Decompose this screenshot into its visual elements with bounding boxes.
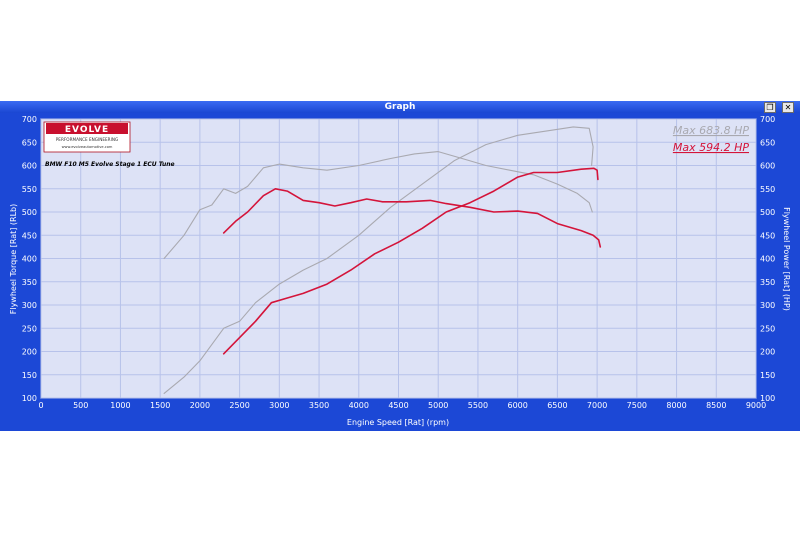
series-layer <box>163 126 602 394</box>
x-tick-label: 6000 <box>507 401 527 410</box>
stock-torque-line <box>163 151 593 260</box>
tuned-power-line <box>222 167 599 355</box>
y-tick-label-right: 450 <box>760 231 775 240</box>
x-tick-label: 5000 <box>428 401 448 410</box>
chart-subtitle: BMW F10 M5 Evolve Stage 1 ECU Tune <box>45 161 175 168</box>
x-tick-label: 4000 <box>349 401 369 410</box>
grid <box>40 118 757 399</box>
x-tick-label: 7500 <box>627 401 647 410</box>
max-stock-hp-label: Max 683.8 HP <box>673 124 749 137</box>
y-tick-label-left: 500 <box>22 208 37 217</box>
x-tick-label: 3500 <box>309 401 329 410</box>
window-title: Graph <box>384 102 416 112</box>
y-axis-right-label: Flywheel Power [Rat] (HP) <box>782 207 791 311</box>
restore-button[interactable]: ❐ <box>764 102 776 113</box>
x-tick-label: 500 <box>73 401 88 410</box>
window-titlebar[interactable]: Graph ❐ ✕ <box>0 101 800 113</box>
y-tick-label-right: 600 <box>760 162 775 171</box>
x-tick-label: 5500 <box>468 401 488 410</box>
x-axis-label: Engine Speed [Rat] (rpm) <box>347 418 449 427</box>
y-tick-label-right: 700 <box>760 115 775 124</box>
y-tick-label-right: 650 <box>760 138 775 147</box>
x-tick-label: 8500 <box>706 401 726 410</box>
close-button[interactable]: ✕ <box>782 102 794 113</box>
y-tick-label-left: 300 <box>22 301 37 310</box>
tick-labels: 0 500 1000 1500 2000 2500 3000 3500 4000 4500 5000… <box>22 115 776 410</box>
x-tick-label: 7000 <box>587 401 607 410</box>
y-tick-label-right: 250 <box>760 324 775 333</box>
x-tick-label: 4500 <box>388 401 408 410</box>
y-tick-label-right: 350 <box>760 278 775 287</box>
y-tick-label-right: 200 <box>760 348 775 357</box>
x-tick-label: 2000 <box>190 401 210 410</box>
y-tick-label-left: 450 <box>22 231 37 240</box>
y-tick-label-right: 300 <box>760 301 775 310</box>
y-tick-label-left: 200 <box>22 348 37 357</box>
y-tick-label-left: 100 <box>22 394 37 403</box>
dyno-chart: 0 500 1000 1500 2000 2500 3000 3500 4000 4500 5000… <box>9 115 791 427</box>
y-tick-label-left: 250 <box>22 324 37 333</box>
x-tick-label: 3000 <box>269 401 289 410</box>
x-tick-label: 6500 <box>547 401 567 410</box>
y-tick-label-left: 650 <box>22 138 37 147</box>
x-tick-label: 1500 <box>150 401 170 410</box>
y-tick-label-left: 350 <box>22 278 37 287</box>
x-tick-label: 8000 <box>666 401 686 410</box>
logo-tagline: PERFORMANCE ENGINEERING <box>56 137 118 142</box>
y-tick-label-right: 100 <box>760 394 775 403</box>
evolve-logo: EVOLVE PERFORMANCE ENGINEERING www.evolv… <box>43 121 131 153</box>
y-tick-label-left: 600 <box>22 162 37 171</box>
max-tuned-hp-label: Max 594.2 HP <box>673 141 749 154</box>
y-tick-label-left: 400 <box>22 255 37 264</box>
x-tick-label: 2500 <box>229 401 249 410</box>
y-axis-left-label: Flywheel Torque [Rat] (RLb) <box>9 204 18 315</box>
logo-brand: EVOLVE <box>65 125 109 135</box>
y-tick-label-left: 550 <box>22 185 37 194</box>
y-tick-label-right: 400 <box>760 255 775 264</box>
tuned-torque-line <box>222 188 602 248</box>
x-tick-label: 9000 <box>746 401 766 410</box>
y-tick-label-left: 150 <box>22 371 37 380</box>
stock-power-line <box>163 126 594 394</box>
y-tick-label-right: 550 <box>760 185 775 194</box>
y-tick-label-left: 700 <box>22 115 37 124</box>
logo-url: www.evolveautomotive.com <box>62 145 113 149</box>
x-tick-label: 0 <box>38 401 43 410</box>
x-tick-label: 1000 <box>110 401 130 410</box>
y-tick-label-right: 500 <box>760 208 775 217</box>
graph-window: Graph ❐ ✕ 0 500 1000 1500 2000 2500 3000 3500 40… <box>0 101 800 431</box>
y-tick-label-right: 150 <box>760 371 775 380</box>
